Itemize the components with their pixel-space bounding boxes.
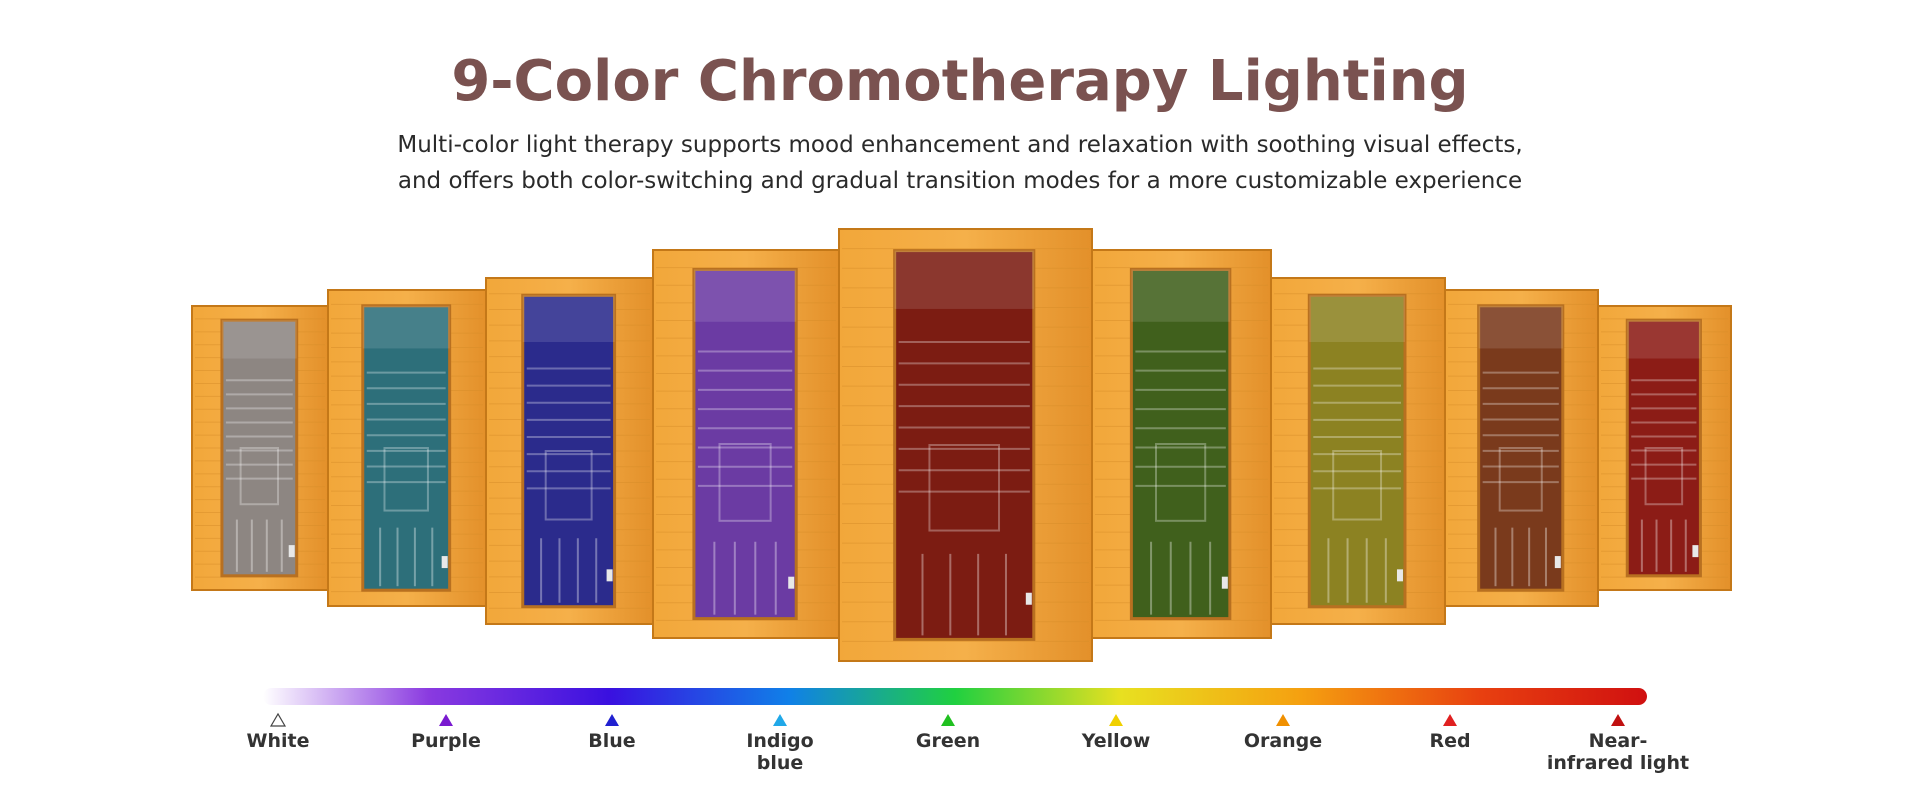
heater-panel xyxy=(239,447,280,506)
color-label: infrared light xyxy=(1547,752,1689,774)
color-marker xyxy=(1443,714,1457,726)
heater-panel xyxy=(1332,450,1383,521)
heater-panel xyxy=(718,443,772,522)
door-handle xyxy=(288,545,295,558)
color-marker xyxy=(439,714,453,726)
glass-glow xyxy=(1478,305,1563,349)
subtitle-line: and offers both color-switching and grad… xyxy=(398,168,1522,194)
glass-glow xyxy=(1309,295,1405,343)
title: 9-Color Chromotherapy Lighting xyxy=(451,49,1468,114)
sauna xyxy=(191,305,329,591)
sauna xyxy=(838,228,1093,662)
door-handle xyxy=(1221,576,1228,589)
heater-panel xyxy=(1644,447,1684,506)
sauna xyxy=(1597,305,1732,591)
sauna-glass xyxy=(1477,304,1565,592)
color-marker xyxy=(269,712,287,727)
heater-panel xyxy=(928,444,1001,532)
sauna xyxy=(652,249,840,639)
color-label: Yellow xyxy=(1081,730,1151,752)
color-label: Near- xyxy=(1589,730,1648,752)
heater-panel xyxy=(544,450,593,521)
color-marker xyxy=(941,714,955,726)
glass-glow xyxy=(1131,269,1230,322)
color-label: blue xyxy=(757,752,804,774)
glass-glow xyxy=(1627,320,1701,359)
glass-glow xyxy=(221,320,297,359)
color-label: Red xyxy=(1429,730,1470,752)
sauna-glass xyxy=(1625,318,1702,578)
sauna xyxy=(485,277,654,625)
color-marker xyxy=(605,714,619,726)
color-marker xyxy=(1276,714,1290,726)
color-marker xyxy=(1611,714,1625,726)
sauna-glass xyxy=(220,318,299,578)
glass-glow xyxy=(362,305,450,349)
door-handle xyxy=(1025,592,1032,605)
sauna xyxy=(1444,289,1599,607)
subtitle-line: Multi-color light therapy supports mood … xyxy=(397,132,1522,158)
color-marker xyxy=(773,714,787,726)
door-handle xyxy=(788,576,795,589)
color-label: Orange xyxy=(1244,730,1322,752)
sauna-glass xyxy=(521,293,617,609)
glass-glow xyxy=(693,269,797,322)
color-label: Green xyxy=(916,730,980,752)
sauna-glass xyxy=(893,249,1036,641)
heater-panel xyxy=(383,447,429,512)
color-label: Purple xyxy=(411,730,481,752)
door-handle xyxy=(606,569,613,582)
sauna-glass xyxy=(1307,293,1407,609)
door-handle xyxy=(1554,556,1561,569)
glass-glow xyxy=(522,295,615,343)
door-handle xyxy=(1396,569,1403,582)
color-marker xyxy=(1109,714,1123,726)
spectrum-bar xyxy=(263,688,1647,705)
sauna xyxy=(327,289,487,607)
sauna xyxy=(1091,249,1272,639)
color-label: White xyxy=(247,730,310,752)
color-label: Indigo xyxy=(746,730,813,752)
heater-panel xyxy=(1154,443,1207,522)
sauna xyxy=(1270,277,1446,625)
sauna-glass xyxy=(692,267,798,621)
color-label: Blue xyxy=(588,730,635,752)
door-handle xyxy=(1692,545,1699,558)
sauna-glass xyxy=(361,304,452,592)
glass-glow xyxy=(894,250,1034,309)
heater-panel xyxy=(1498,447,1543,512)
sauna-glass xyxy=(1129,267,1232,621)
sauna-row xyxy=(191,228,1732,662)
door-handle xyxy=(441,556,448,569)
